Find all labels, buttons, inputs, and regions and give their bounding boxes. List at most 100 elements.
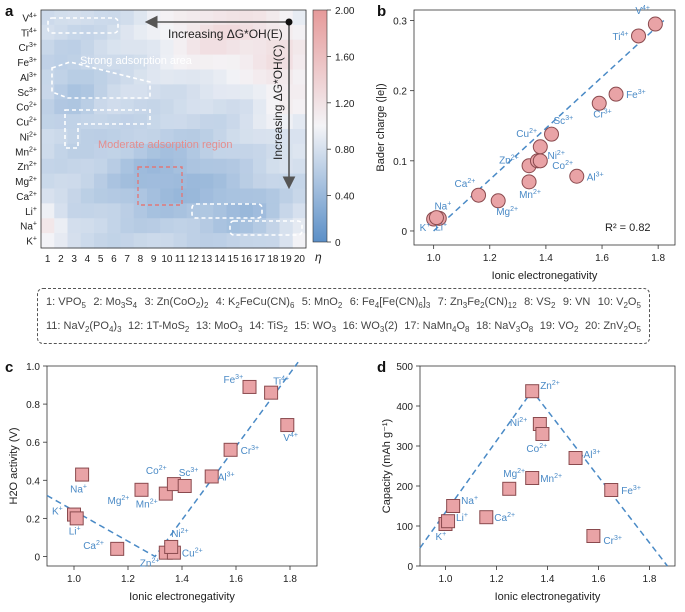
- x-axis-label: Ionic electronegativity: [495, 591, 601, 603]
- data-point: [532, 153, 548, 169]
- heatmap-cell: [120, 188, 135, 204]
- x-tick-label: 1.6: [595, 253, 609, 264]
- heatmap-cell: [67, 233, 82, 249]
- heatmap-cell: [94, 203, 108, 219]
- moderate-region-outline: [137, 166, 183, 206]
- heatmap-cell: [266, 114, 281, 130]
- heatmap-cell: [107, 54, 122, 71]
- heatmap-cell: [239, 158, 254, 175]
- point-label: Na+: [70, 484, 87, 496]
- heatmap-cell: [226, 114, 241, 130]
- legend-item: 4: K2FeCu(CN)6: [215, 296, 295, 311]
- heatmap-cell: [200, 54, 214, 71]
- heatmap-cell: [41, 10, 55, 26]
- heatmap-cell: [200, 84, 214, 100]
- heatmap-ion-label: Fe3+: [17, 57, 37, 69]
- heatmap-cell: [41, 39, 55, 56]
- heatmap-cell: [186, 158, 201, 175]
- data-point: [110, 541, 125, 556]
- trend-line: [433, 19, 665, 232]
- heatmap-cell: [173, 233, 188, 249]
- heatmap-cell: [253, 69, 267, 85]
- heatmap-cell: [133, 173, 148, 190]
- data-point: [471, 187, 487, 203]
- heatmap-cell: [107, 10, 122, 26]
- heatmap-cell: [94, 114, 108, 130]
- heatmap-cell: [266, 129, 281, 145]
- heatmap-cell: [160, 188, 175, 204]
- arrow-horizontal-label: Increasing ΔG*OH(E): [168, 27, 283, 41]
- heatmap-cell: [200, 129, 214, 145]
- heatmap-cell: [54, 158, 69, 175]
- heatmap-cell: [41, 218, 55, 234]
- heatmap-cell: [120, 158, 135, 175]
- strong-adsorption-label: Strong adsorption area: [80, 55, 193, 67]
- heatmap-cell: [213, 69, 228, 85]
- heatmap-cell: [173, 129, 188, 145]
- heatmap-x-tick: 12: [188, 254, 200, 265]
- heatmap-cell: [67, 129, 82, 145]
- heatmap-cell: [173, 24, 188, 41]
- heatmap-cell: [213, 99, 228, 115]
- heatmap-cell: [173, 54, 188, 71]
- heatmap-cell: [107, 203, 122, 219]
- heatmap-cell: [160, 24, 175, 41]
- y-tick-label: 100: [396, 522, 413, 533]
- heatmap-cell: [120, 143, 135, 160]
- heatmap-ion-label: Li+: [25, 206, 37, 218]
- heatmap-cell: [213, 39, 228, 56]
- heatmap-cell: [94, 233, 108, 249]
- heatmap-cell: [253, 143, 267, 160]
- point-label: Mg2+: [496, 206, 518, 218]
- legend-item: 7: Zn3Fe2(CN)12: [437, 296, 517, 311]
- legend-item: 14: TiS2: [249, 320, 288, 335]
- data-point: [544, 126, 560, 142]
- plot-frame: [419, 365, 676, 567]
- heatmap-cell: [239, 129, 254, 145]
- heatmap-cell: [253, 233, 267, 249]
- heatmap-ion-label: Mn2+: [15, 146, 37, 158]
- heatmap-cell: [147, 24, 161, 41]
- material-legend: 1: VPO5 2: Mo3S4 3: Zn(CoO2)2 4: K2FeCu(CN)…: [37, 288, 650, 344]
- y-tick-label: 0: [401, 227, 407, 238]
- point-label: Li+: [435, 221, 447, 233]
- point-label: Fe3+: [224, 374, 244, 386]
- point-label: Li+: [456, 512, 468, 524]
- data-point: [535, 427, 550, 441]
- heatmap-cell: [173, 10, 188, 26]
- heatmap-cell: [253, 99, 267, 115]
- x-tick-label: 1.6: [229, 574, 243, 585]
- y-tick-label: 200: [396, 482, 413, 493]
- heatmap-ion-label: Mg2+: [15, 176, 37, 188]
- heatmap-cell: [213, 129, 228, 145]
- heatmap-ion-label: Co2+: [16, 102, 37, 114]
- heatmap-cell: [54, 54, 69, 71]
- heatmap-cell: [239, 10, 254, 26]
- point-label: Sc3+: [179, 467, 199, 479]
- heatmap-cell: [107, 39, 122, 56]
- point-label: Ca2+: [83, 540, 104, 552]
- heatmap-cell: [239, 188, 254, 204]
- heatmap-cell: [213, 24, 228, 41]
- heatmap-cell: [67, 143, 82, 160]
- x-tick-label: 1.0: [439, 574, 453, 585]
- heatmap-x-tick: 7: [124, 254, 130, 265]
- heatmap-cell: [186, 99, 201, 115]
- point-label: Mn2+: [519, 189, 541, 201]
- heatmap-cell: [94, 54, 108, 71]
- colorbar-tick-label: 1.20: [335, 99, 355, 110]
- heatmap-cell: [133, 39, 148, 56]
- heatmap-cell: [200, 218, 214, 234]
- heatmap-cell: [173, 99, 188, 115]
- heatmap-cell: [266, 39, 281, 56]
- x-axis-label: Ionic electronegativity: [129, 591, 235, 603]
- heatmap-cell: [266, 10, 281, 26]
- heatmap-cell: [292, 10, 307, 26]
- heatmap-cell: [292, 84, 307, 100]
- heatmap-cell: [200, 69, 214, 85]
- heatmap-cell: [239, 114, 254, 130]
- data-point: [525, 384, 540, 399]
- heatmap-cell: [292, 54, 307, 71]
- heatmap-cell: [160, 114, 175, 130]
- trend-line: [46, 361, 299, 558]
